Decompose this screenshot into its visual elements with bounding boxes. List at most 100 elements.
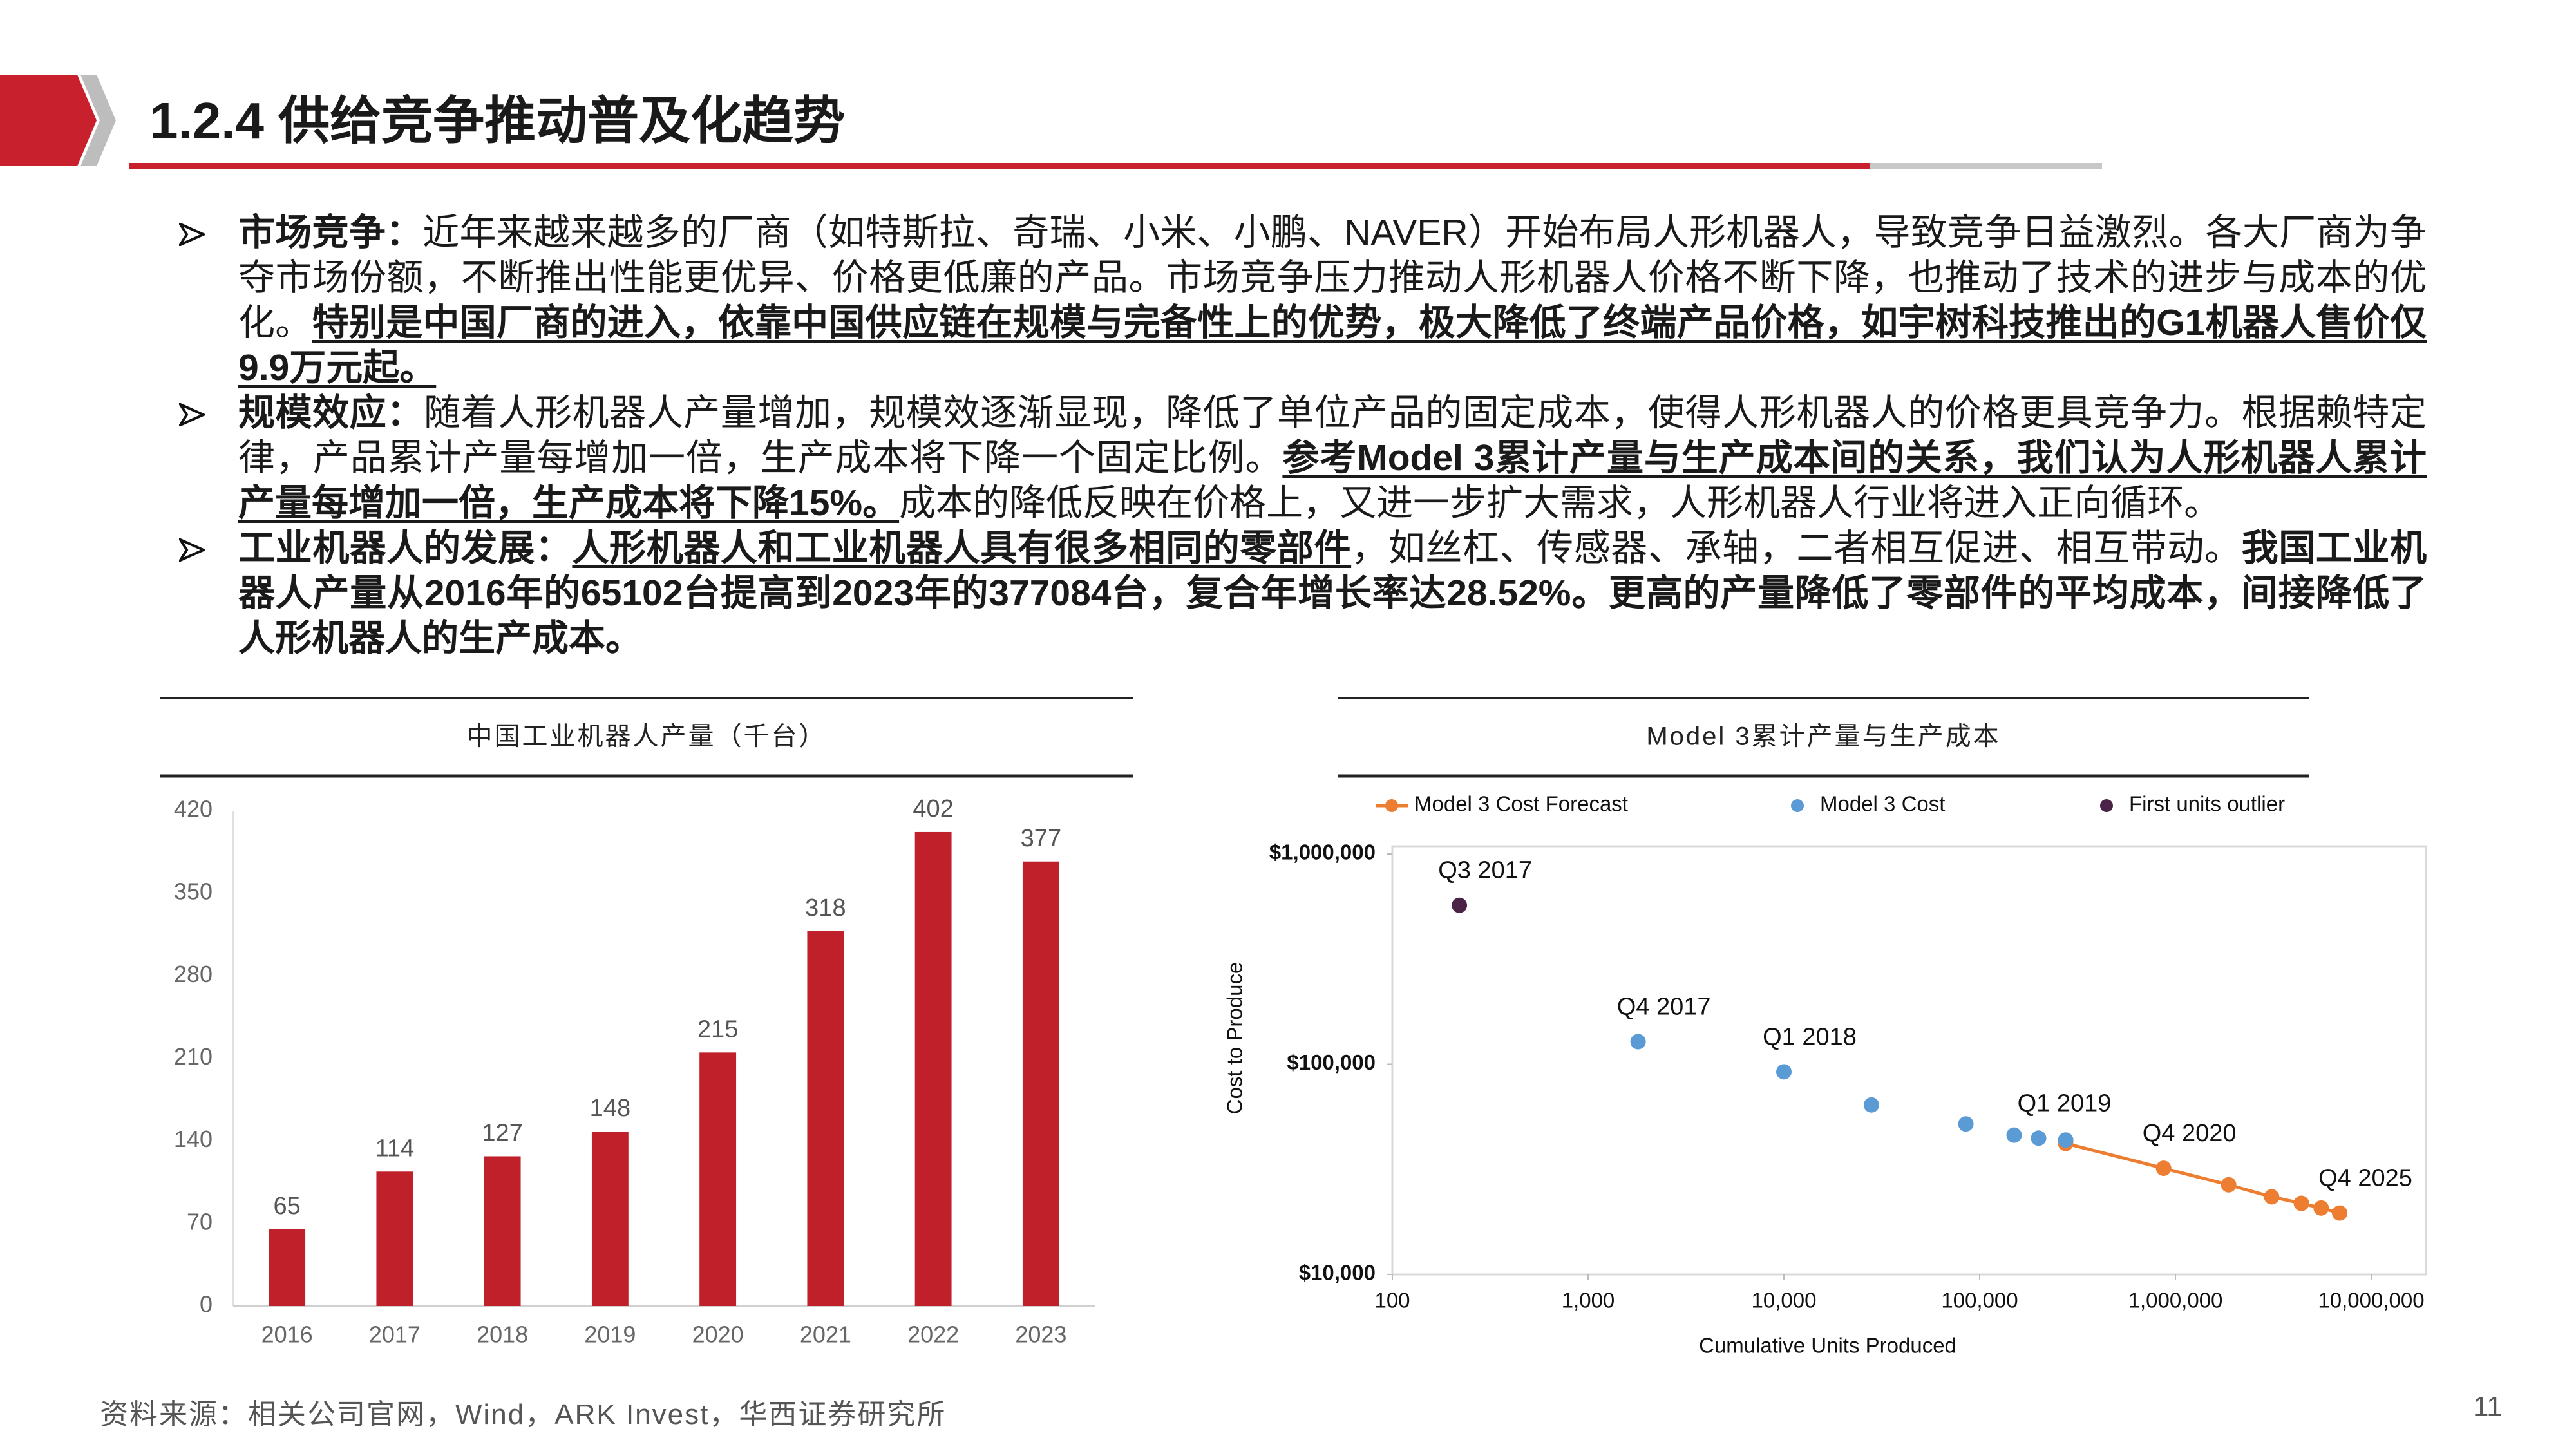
y-axis-title: Cost to Produce [1223, 962, 1247, 1115]
point [2332, 1205, 2348, 1221]
y-tick-label: $1,000,000 [1269, 840, 1376, 864]
point-label: Q3 2017 [1438, 857, 1532, 884]
header-chevron [80, 75, 116, 166]
x-axis-title: Cumulative Units Produced [1699, 1334, 1956, 1358]
page-number: 11 [2473, 1391, 2503, 1423]
value-label: 65 [273, 1193, 300, 1220]
bullet: 市场竞争：近年来越来越多的厂商（如特斯拉、奇瑞、小米、小鹏、NAVER）开始布局… [179, 210, 2427, 390]
bar [376, 1171, 413, 1306]
header-decoration [0, 75, 2102, 169]
source-note: 资料来源：相关公司官网，Wind，ARK Invest，华西证券研究所 [100, 1399, 947, 1430]
bar [807, 931, 844, 1306]
point-label: Q1 2018 [1763, 1023, 1857, 1050]
header-tab [0, 75, 97, 166]
bar [1022, 861, 1059, 1306]
header-rule [129, 163, 1870, 169]
arrow-shape [179, 538, 205, 562]
bar [484, 1156, 521, 1306]
x-tick-label: 1,000,000 [2128, 1289, 2223, 1312]
bullet: 工业机器人的发展：人形机器人和工业机器人具有很多相同的零部件，如丝杠、传感器、承… [179, 526, 2427, 661]
point-label: Q4 2025 [2318, 1165, 2412, 1192]
point [1630, 1034, 1646, 1050]
bar [269, 1229, 306, 1306]
header-rule-end [1870, 163, 2102, 169]
point [2293, 1195, 2309, 1211]
value-label: 377 [1021, 825, 1061, 852]
point-label: Q4 2017 [1617, 994, 1711, 1021]
bullet-text: 人形机器人和工业机器人具有很多相同的零部件 [572, 527, 1352, 569]
value-label: 148 [590, 1095, 630, 1122]
x-tick-label: 100,000 [1941, 1289, 2018, 1312]
bullet-arrow [179, 403, 205, 426]
y-tick-label: 420 [174, 796, 213, 822]
bullet: 规模效应：随着人形机器人产量增加，规模效逐渐显现，降低了单位产品的固定成本，使得… [179, 390, 2427, 526]
point [2155, 1160, 2172, 1177]
chart-title: Model 3累计产量与生产成本 [1646, 723, 2000, 751]
x-tick-label: 2022 [907, 1321, 959, 1348]
bullet-label: 工业机器人的发展： [238, 527, 573, 569]
y-tick-label: 350 [174, 878, 213, 905]
x-tick-label: 2020 [692, 1321, 744, 1348]
value-label: 402 [913, 795, 953, 822]
point [1452, 897, 1468, 913]
x-tick-label: 2021 [800, 1321, 851, 1348]
y-tick-label: 70 [187, 1208, 213, 1235]
x-tick-label: 10,000,000 [2318, 1289, 2424, 1312]
bullet-text: 参考Model 3累计产量与生产成本间的关系，我们认为人形机器人累计产量每增加一… [238, 437, 2427, 524]
point [2058, 1132, 2074, 1148]
y-tick-label: 280 [174, 961, 213, 987]
page-title: 1.2.4 供给竞争推动普及化趋势 [149, 92, 846, 149]
point [2313, 1200, 2329, 1216]
bar [699, 1052, 737, 1306]
x-tick-label: 2016 [261, 1321, 313, 1348]
legend-marker [1385, 799, 1398, 812]
value-label: 114 [375, 1135, 415, 1162]
legend-label: First units outlier [2129, 792, 2285, 816]
x-tick-label: 1,000 [1562, 1289, 1615, 1312]
point-label: Q4 2020 [2143, 1120, 2237, 1147]
bullet-text: ，如丝杠、传感器、承轴，二者相互促进、相互带动。 [1351, 527, 2242, 569]
bullet-text: 特别是中国厂商的进入，依靠中国供应链在规模与完备性上的优势，极大降低了终端产品价… [238, 302, 2427, 388]
arrow-shape [179, 403, 205, 426]
point [1776, 1064, 1792, 1080]
bullet-text: 随着人形机器人产量增加，规模效逐渐显现，降低了单位产品的固定成本，使得人形机器人… [238, 392, 2427, 478]
arrow-shape [179, 223, 205, 246]
point [1958, 1116, 1974, 1132]
y-tick-label: $10,000 [1299, 1261, 1376, 1285]
y-tick-label: 210 [174, 1043, 213, 1070]
value-label: 215 [697, 1016, 738, 1043]
bullet-text: 近年来越来越多的厂商（如特斯拉、奇瑞、小米、小鹏、NAVER）开始布局人形机器人… [238, 212, 2427, 343]
point [2031, 1130, 2047, 1146]
x-tick-label: 2019 [584, 1321, 636, 1348]
point [2221, 1177, 2237, 1193]
value-label: 318 [805, 895, 846, 922]
legend-label: Model 3 Cost Forecast [1414, 792, 1628, 816]
point [1863, 1097, 1879, 1113]
bar [914, 831, 952, 1306]
charts: 中国工业机器人产量（千台） 0 70 140 210 280 350 420 65 2016 114… [160, 697, 2427, 1358]
bullet-text: 我国工业机器人产量从2016年的65102台提高到2023年的377084台，复… [238, 527, 2427, 659]
y-tick-label: $100,000 [1287, 1050, 1376, 1074]
bullet-arrow [179, 538, 205, 562]
bullet-text: 成本的降低反映在价格上，又进一步扩大需求，人形机器人行业将进入正向循环。 [899, 482, 2221, 524]
point-label: Q1 2019 [2018, 1090, 2112, 1117]
y-tick-label: 0 [200, 1291, 213, 1318]
x-tick-label: 2018 [477, 1321, 528, 1348]
x-tick-label: 10,000 [1752, 1289, 1817, 1312]
bullet-label: 规模效应： [238, 392, 424, 433]
y-tick-label: 140 [174, 1126, 213, 1152]
legend-label: Model 3 Cost [1820, 792, 1945, 816]
bullet-list: 市场竞争：近年来越来越多的厂商（如特斯拉、奇瑞、小米、小鹏、NAVER）开始布局… [179, 210, 2427, 661]
x-tick-label: 2017 [369, 1321, 421, 1348]
legend-marker [2100, 799, 2113, 812]
bullet-arrow [179, 223, 205, 246]
bullet-label: 市场竞争： [238, 212, 423, 253]
x-tick-label: 100 [1374, 1289, 1410, 1312]
value-label: 127 [482, 1120, 522, 1147]
point [2006, 1127, 2022, 1143]
point [2264, 1189, 2280, 1205]
plot-frame [1391, 845, 2427, 1276]
bar [591, 1132, 629, 1306]
legend-marker [1791, 799, 1804, 812]
